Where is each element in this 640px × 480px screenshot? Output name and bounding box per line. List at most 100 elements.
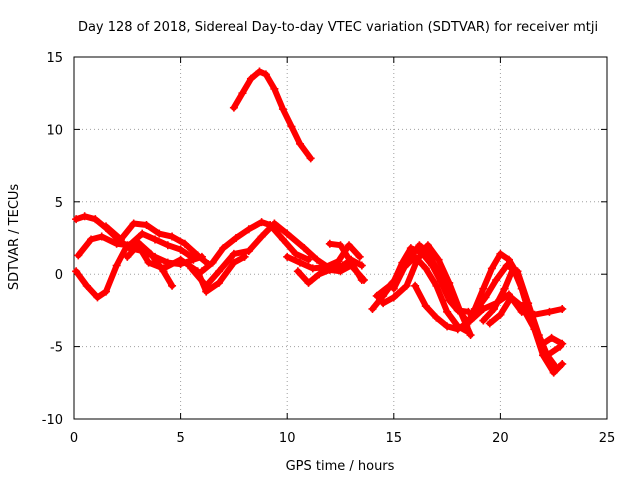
data-point-marker: [389, 293, 398, 302]
data-point-marker: [487, 264, 496, 273]
data-point-marker: [479, 304, 488, 313]
data-point-marker: [208, 258, 217, 267]
data-point-marker: [547, 333, 556, 342]
data-point-marker: [232, 234, 241, 242]
data-point-marker: [151, 235, 160, 244]
series-line-arc-8: [230, 68, 314, 162]
data-point-marker: [347, 258, 356, 267]
data-point-marker: [123, 241, 132, 250]
data-point-marker: [283, 252, 292, 261]
data-point-marker: [270, 84, 279, 93]
data-point-marker: [432, 264, 441, 273]
y-tick-label: 15: [46, 51, 63, 66]
x-axis-label: GPS time / hours: [286, 459, 395, 474]
series-line-arc-2: [75, 230, 195, 260]
series-line-arc-15: [390, 253, 472, 336]
data-point-marker: [355, 252, 364, 261]
data-point-marker: [556, 342, 565, 351]
data-point-marker: [379, 299, 388, 308]
data-point-marker: [334, 257, 343, 266]
data-point-marker: [496, 310, 505, 319]
data-point-marker: [257, 232, 266, 241]
data-point-marker: [325, 265, 334, 274]
axis-ticks: 0 5 10 15 20 25 -10 -5 0 5 10 15: [42, 51, 616, 446]
data-point-marker: [372, 291, 381, 300]
data-point-marker: [445, 278, 454, 287]
data-point-marker: [543, 351, 552, 360]
plot-frame: [73, 56, 608, 420]
data-point-marker: [336, 241, 345, 250]
data-point-marker: [549, 368, 558, 377]
data-point-marker: [176, 255, 185, 264]
data-point-marker: [168, 281, 177, 290]
data-point-marker: [406, 244, 415, 253]
data-point-marker: [133, 241, 142, 250]
data-point-marker: [313, 255, 322, 264]
data-point-marker: [421, 302, 430, 311]
data-point-marker: [214, 278, 223, 287]
data-point-marker: [72, 215, 81, 224]
data-point-marker: [214, 267, 223, 276]
data-point-marker: [507, 293, 516, 302]
data-point-marker: [502, 261, 511, 270]
data-point-marker: [517, 302, 526, 311]
data-point-marker: [278, 105, 287, 114]
data-point-marker: [142, 220, 151, 229]
data-point-marker: [415, 241, 424, 250]
data-point-marker: [411, 281, 420, 290]
data-point-marker: [72, 267, 81, 276]
data-point-marker: [443, 322, 452, 331]
x-tick-label: 5: [176, 431, 184, 446]
data-point-marker: [159, 264, 168, 273]
series-line-arc-11: [326, 240, 365, 283]
data-point-marker: [490, 304, 499, 313]
y-axis-label: SDTVAR / TECUs: [7, 184, 22, 291]
data-point-marker: [180, 239, 189, 248]
y-tick-label: 5: [55, 196, 63, 211]
data-point-marker: [257, 218, 266, 227]
y-tick-label: 0: [55, 268, 63, 283]
data-point-marker: [278, 235, 287, 244]
data-point-marker: [509, 264, 518, 273]
data-point-marker: [93, 293, 102, 302]
data-point-marker: [455, 306, 464, 315]
data-point-marker: [270, 219, 279, 228]
data-point-marker: [244, 225, 253, 234]
data-point-marker: [479, 284, 488, 293]
data-point-marker: [80, 212, 89, 221]
data-point-marker: [400, 262, 409, 271]
data-point-marker: [287, 122, 296, 131]
data-point-marker: [293, 267, 302, 276]
data-point-marker: [129, 219, 138, 228]
x-tick-label: 0: [70, 431, 78, 446]
data-point-marker: [308, 264, 317, 273]
data-point-marker: [187, 252, 196, 261]
data-point-marker: [283, 229, 292, 238]
data-point-marker: [123, 252, 132, 261]
data-point-marker: [87, 235, 96, 244]
data-point-marker: [558, 359, 567, 368]
data-point-marker: [443, 307, 452, 316]
data-point-marker: [504, 255, 513, 264]
data-point-marker: [82, 281, 91, 290]
data-point-marker: [411, 252, 420, 261]
series-line-arc-3: [73, 239, 176, 301]
data-point-marker: [176, 245, 185, 254]
data-point-marker: [197, 267, 206, 276]
data-point-marker: [101, 287, 110, 296]
series-line-arc-5: [124, 242, 248, 295]
data-point-marker: [146, 249, 155, 258]
data-point-marker: [187, 264, 196, 273]
data-point-marker: [138, 229, 147, 238]
data-point-marker: [304, 255, 313, 264]
data-point-marker: [244, 247, 253, 256]
x-tick-label: 25: [599, 431, 616, 446]
data-point-marker: [112, 239, 121, 248]
data-point-marker: [432, 313, 441, 322]
data-point-marker: [325, 239, 334, 248]
data-point-marker: [357, 261, 366, 270]
data-point-marker: [193, 251, 202, 260]
data-point-marker: [306, 154, 315, 163]
series-line-arc-6: [198, 219, 312, 275]
